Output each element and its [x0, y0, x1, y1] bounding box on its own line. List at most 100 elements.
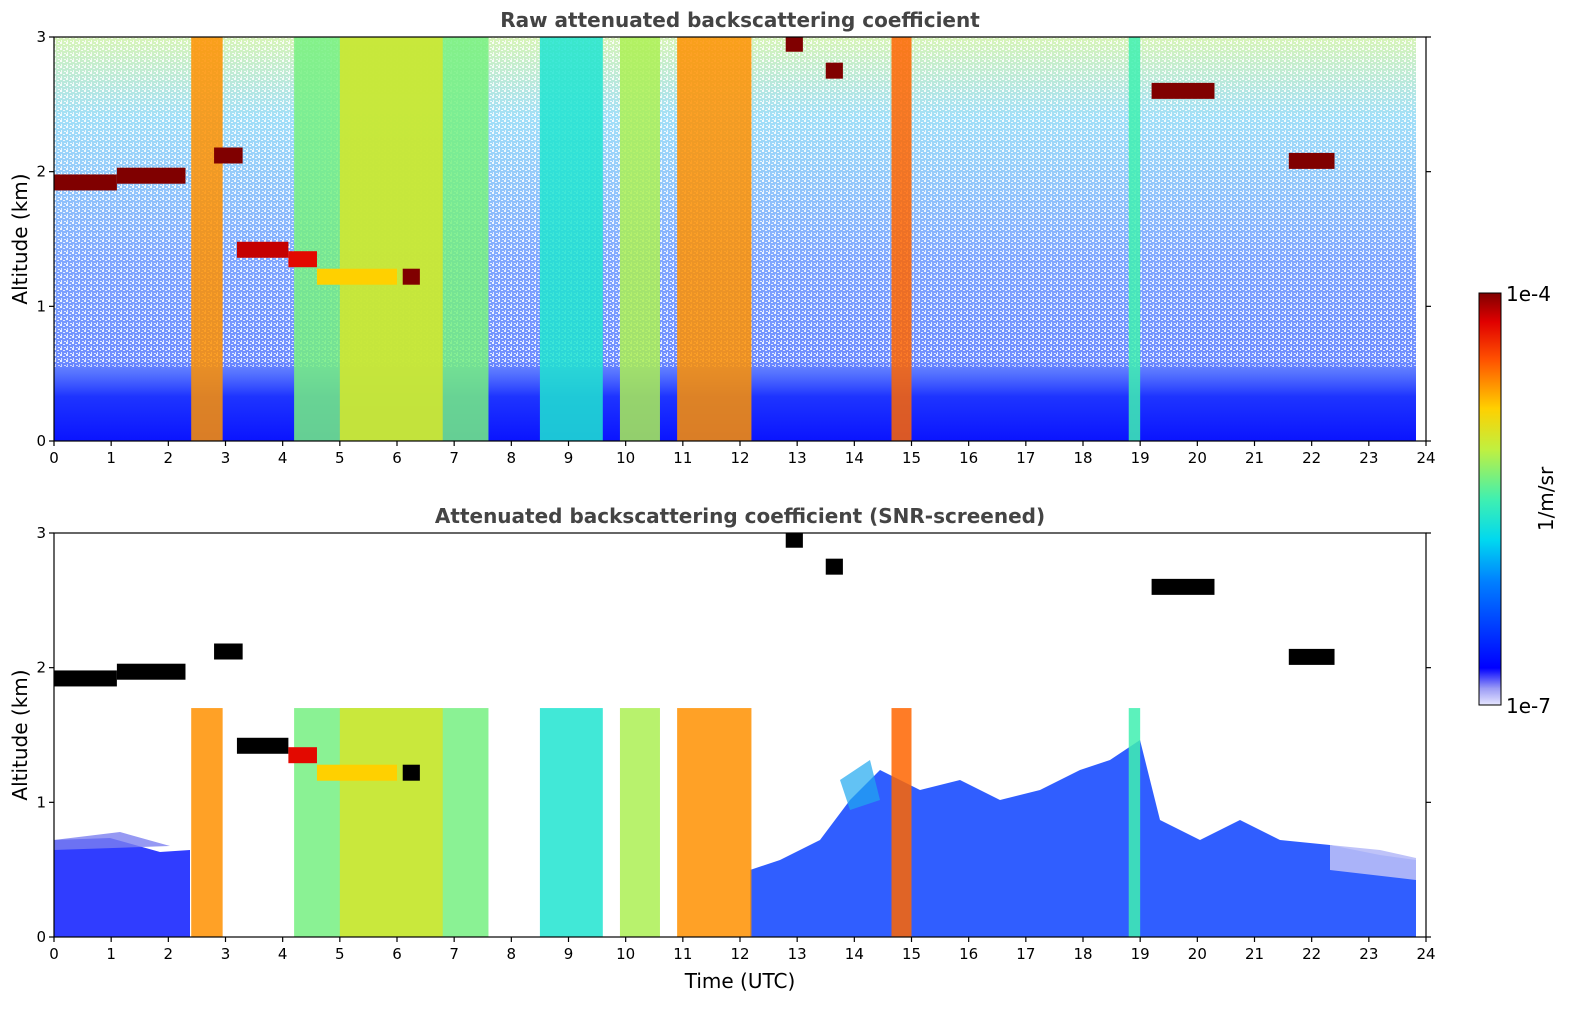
screened-cloud-layer	[54, 670, 117, 687]
screened-x-tick-label: 24	[1416, 945, 1435, 963]
raw-backscatter-panel: 0 1 2 3 4 5 6 7 8 9 10 11 12 13 14 15 16 17 18 19 20 21 22 23 24…	[8, 8, 1436, 467]
screened-bl-right	[750, 740, 1416, 937]
screened-x-tick-label: 11	[673, 945, 692, 963]
screened-cloud-layer	[1288, 648, 1335, 665]
screened-x-axis: 0 1 2 3 4 5 6 7 8 9 10 11 12 13 14 15 16 17 18 19 20 21 22 23 24	[49, 937, 1436, 963]
screened-x-tick-label: 8	[507, 945, 517, 963]
raw-x-tick-label: 18	[1073, 449, 1092, 467]
colorbar-min-label: 1e-7	[1506, 694, 1551, 718]
raw-x-tick-label: 0	[49, 449, 59, 467]
screened-bl-faint	[1330, 845, 1416, 880]
raw-cloud-column	[191, 37, 223, 441]
raw-cloud-layer	[214, 147, 243, 164]
screened-cloud-column	[191, 708, 223, 937]
screened-y-tick-label: 3	[36, 524, 46, 542]
screened-y-tick-label: 1	[36, 793, 46, 811]
raw-x-tick-label: 16	[959, 449, 978, 467]
raw-cloud-column	[339, 37, 443, 441]
time-axis-label: Time (UTC)	[684, 969, 796, 993]
raw-cloud-column	[891, 37, 912, 441]
raw-x-tick-label: 14	[845, 449, 864, 467]
screened-x-tick-label: 20	[1188, 945, 1207, 963]
raw-cloud-column	[619, 37, 660, 441]
screened-cloud-layer	[214, 643, 243, 660]
raw-x-tick-label: 8	[507, 449, 517, 467]
raw-x-tick-label: 5	[335, 449, 345, 467]
raw-x-axis: 0 1 2 3 4 5 6 7 8 9 10 11 12 13 14 15 16 17 18 19 20 21 22 23 24	[49, 441, 1436, 467]
raw-x-tick-label: 6	[392, 449, 402, 467]
screened-x-tick-label: 4	[278, 945, 288, 963]
raw-cloud-column	[539, 37, 603, 441]
raw-heatmap	[54, 37, 1426, 441]
raw-cloud-layer	[825, 62, 843, 79]
raw-x-tick-label: 23	[1359, 449, 1378, 467]
screened-x-tick-label: 16	[959, 945, 978, 963]
screened-x-tick-label: 22	[1302, 945, 1321, 963]
raw-y-tick-label: 1	[36, 297, 46, 315]
raw-x-tick-label: 7	[449, 449, 459, 467]
screened-cloud-layer	[288, 747, 317, 764]
screened-y-tick-label: 2	[36, 659, 46, 677]
raw-x-tick-label: 9	[564, 449, 574, 467]
raw-x-tick-label: 19	[1131, 449, 1150, 467]
screened-panel-title: Attenuated backscattering coefficient (S…	[435, 504, 1045, 528]
screened-y-axis: 0 1 2 3	[36, 524, 1431, 946]
screened-y-axis-label: Altitude (km)	[8, 669, 32, 800]
screened-x-tick-label: 5	[335, 945, 345, 963]
screened-cloud-columns	[191, 708, 1141, 937]
screened-cloud-column	[1128, 708, 1141, 937]
raw-cloud-layer	[316, 268, 397, 285]
colorbar-unit-label: 1/m/sr	[1534, 466, 1558, 531]
raw-y-axis-label: Altitude (km)	[8, 173, 32, 304]
raw-y-tick-label: 0	[36, 432, 46, 450]
raw-x-tick-label: 24	[1416, 449, 1435, 467]
screened-x-tick-label: 12	[730, 945, 749, 963]
raw-x-tick-label: 22	[1302, 449, 1321, 467]
raw-x-tick-label: 15	[902, 449, 921, 467]
screened-x-tick-label: 3	[221, 945, 231, 963]
screened-x-tick-label: 17	[1016, 945, 1035, 963]
screened-cloud-layer	[402, 764, 420, 781]
raw-x-tick-label: 17	[1016, 449, 1035, 467]
screened-x-tick-label: 18	[1073, 945, 1092, 963]
raw-x-tick-label: 12	[730, 449, 749, 467]
raw-cloud-layer	[1288, 152, 1335, 169]
screened-cloud-column	[891, 708, 912, 937]
raw-x-tick-label: 11	[673, 449, 692, 467]
screened-heatmap	[54, 533, 1426, 937]
screened-cloud-column	[539, 708, 603, 937]
raw-cloud-layer	[116, 167, 186, 184]
raw-cloud-layer	[236, 241, 289, 258]
raw-x-tick-label: 1	[106, 449, 116, 467]
raw-cloud-layer	[288, 251, 317, 268]
screened-x-tick-label: 21	[1245, 945, 1264, 963]
screened-cloud-layer	[825, 558, 843, 575]
colorbar-max-label: 1e-4	[1506, 282, 1551, 306]
raw-y-axis: 0 1 2 3	[36, 28, 1431, 450]
raw-x-tick-label: 2	[164, 449, 174, 467]
raw-panel-title: Raw attenuated backscattering coefficien…	[500, 8, 980, 32]
raw-cloud-layer	[785, 37, 803, 52]
screened-x-tick-label: 10	[616, 945, 635, 963]
raw-y-tick-label: 3	[36, 28, 46, 46]
screened-aerosol-patch	[840, 760, 880, 810]
raw-cloud-layer	[1151, 82, 1215, 99]
screened-x-tick-label: 14	[845, 945, 864, 963]
snr-screened-panel: 0 1 2 3 4 5 6 7 8 9 10 11 12 13 14 15 16 17 18 19 20 21 22 23 24…	[8, 504, 1436, 993]
screened-cloud-layer	[116, 663, 186, 680]
raw-x-tick-label: 20	[1188, 449, 1207, 467]
raw-cloud-column	[677, 37, 752, 441]
raw-cloud-layer	[54, 174, 117, 191]
screened-cloud-column	[619, 708, 660, 937]
raw-x-tick-label: 4	[278, 449, 288, 467]
screened-x-tick-label: 23	[1359, 945, 1378, 963]
screened-bl-left-edge	[54, 832, 170, 850]
screened-cloud-layers	[54, 533, 1335, 781]
raw-x-tick-label: 13	[788, 449, 807, 467]
raw-cloud-layers	[54, 37, 1335, 285]
screened-cloud-layer	[785, 533, 803, 548]
screened-x-tick-label: 0	[49, 945, 59, 963]
screened-cloud-column	[339, 708, 443, 937]
colorbar: 1e-4 1e-7 1/m/sr	[1478, 282, 1558, 718]
screened-x-tick-label: 15	[902, 945, 921, 963]
